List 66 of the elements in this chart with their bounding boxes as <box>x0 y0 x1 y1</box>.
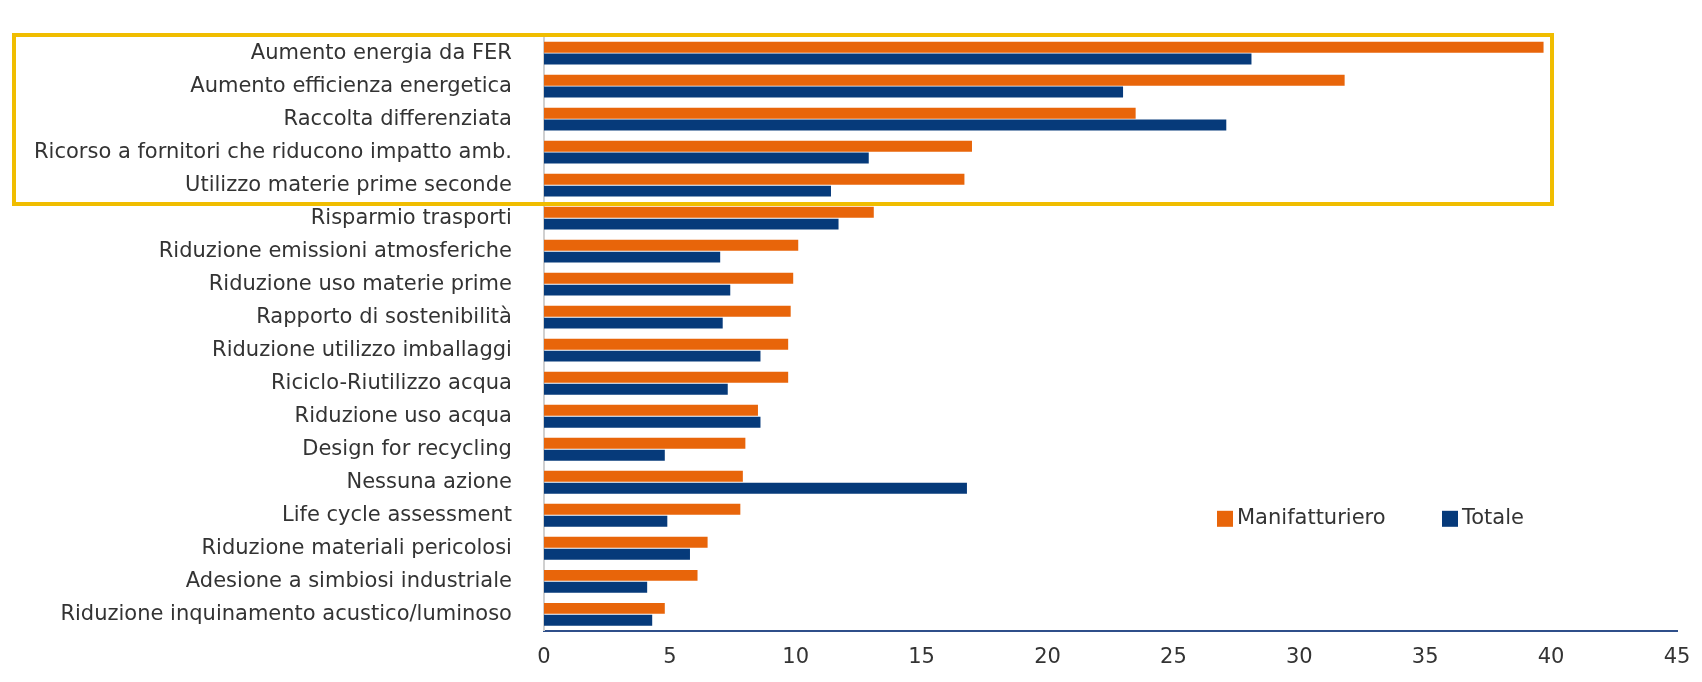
bar <box>543 284 731 296</box>
y-tick-label: Nessuna azione <box>346 468 512 493</box>
x-tick-label: 10 <box>782 643 810 668</box>
y-tick-label: Riduzione uso materie prime <box>208 270 512 295</box>
bar <box>543 140 972 152</box>
bar <box>543 119 1227 131</box>
bar <box>543 416 761 428</box>
bar <box>543 152 869 164</box>
bar <box>543 317 723 329</box>
y-tick-label: Riciclo-Riutilizzo acqua <box>270 369 512 394</box>
bar <box>543 53 1252 65</box>
y-tick-label: Aumento energia da FER <box>250 39 512 64</box>
bar <box>543 449 665 461</box>
y-tick-label: Utilizzo materie prime seconde <box>185 171 512 196</box>
bar <box>543 482 967 494</box>
x-tick-label: 0 <box>537 643 551 668</box>
bar <box>543 371 789 383</box>
legend-label: Totale <box>1461 505 1524 530</box>
bar <box>543 503 741 515</box>
bar <box>543 173 965 185</box>
bar <box>543 218 839 230</box>
x-tick-label: 40 <box>1537 643 1565 668</box>
bar <box>543 41 1544 53</box>
y-tick-label: Life cycle assessment <box>281 501 512 526</box>
y-tick-label: Aumento efficienza energetica <box>190 72 512 97</box>
bar <box>543 404 758 416</box>
y-tick-label: Ricorso a fornitori che riducono impatto amb. <box>34 138 512 163</box>
y-tick-label: Riduzione inquinamento acustico/luminoso <box>60 600 512 625</box>
bar <box>543 107 1136 119</box>
bar <box>543 185 831 197</box>
x-tick-label: 45 <box>1663 643 1691 668</box>
y-tick-label: Rapporto di sostenibilità <box>256 303 512 328</box>
bar <box>543 383 728 395</box>
bar <box>543 602 665 614</box>
bar <box>543 338 789 350</box>
x-tick-label: 35 <box>1411 643 1439 668</box>
y-tick-label: Riduzione emissioni atmosferiche <box>158 237 512 262</box>
legend-label: Manifatturiero <box>1237 505 1386 530</box>
x-tick-label: 15 <box>908 643 935 668</box>
x-tick-label: 25 <box>1160 643 1187 668</box>
bar <box>543 536 708 548</box>
bar <box>543 515 668 527</box>
y-tick-label: Riduzione materiali pericolosi <box>201 534 512 559</box>
y-tick-label: Design for recycling <box>302 435 512 460</box>
y-tick-label: Adesione a simbiosi industriale <box>185 567 512 592</box>
x-tick-label: 5 <box>663 643 677 668</box>
bar <box>543 239 799 251</box>
bar <box>543 470 743 482</box>
bar <box>543 581 648 593</box>
bar <box>543 548 690 560</box>
x-tick-label: 30 <box>1285 643 1313 668</box>
x-tick-label: 20 <box>1034 643 1061 668</box>
bar <box>543 86 1124 98</box>
bar <box>543 569 698 581</box>
y-tick-label: Raccolta differenziata <box>283 105 512 130</box>
y-tick-label: Riduzione uso acqua <box>294 402 512 427</box>
bar <box>543 272 794 284</box>
bar <box>543 251 721 263</box>
bar <box>543 437 746 449</box>
bar <box>543 614 653 626</box>
bar <box>543 206 874 218</box>
bar <box>543 350 761 362</box>
bar <box>543 74 1345 86</box>
bar <box>543 305 791 317</box>
y-tick-label: Risparmio trasporti <box>310 204 512 229</box>
y-tick-label: Riduzione utilizzo imballaggi <box>212 336 512 361</box>
